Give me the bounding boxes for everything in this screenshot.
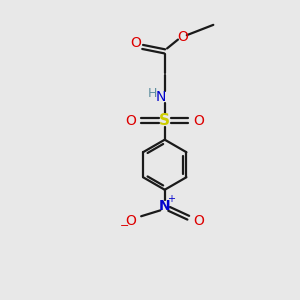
- Text: O: O: [125, 114, 136, 128]
- Text: O: O: [130, 35, 141, 50]
- Text: −: −: [119, 221, 129, 231]
- Text: N: N: [156, 90, 166, 104]
- Text: O: O: [194, 114, 205, 128]
- Text: H: H: [148, 87, 157, 100]
- Text: S: S: [159, 113, 170, 128]
- Text: O: O: [193, 214, 204, 228]
- Text: O: O: [177, 30, 188, 44]
- Text: O: O: [125, 214, 136, 228]
- Text: +: +: [167, 194, 175, 205]
- Text: N: N: [159, 199, 170, 213]
